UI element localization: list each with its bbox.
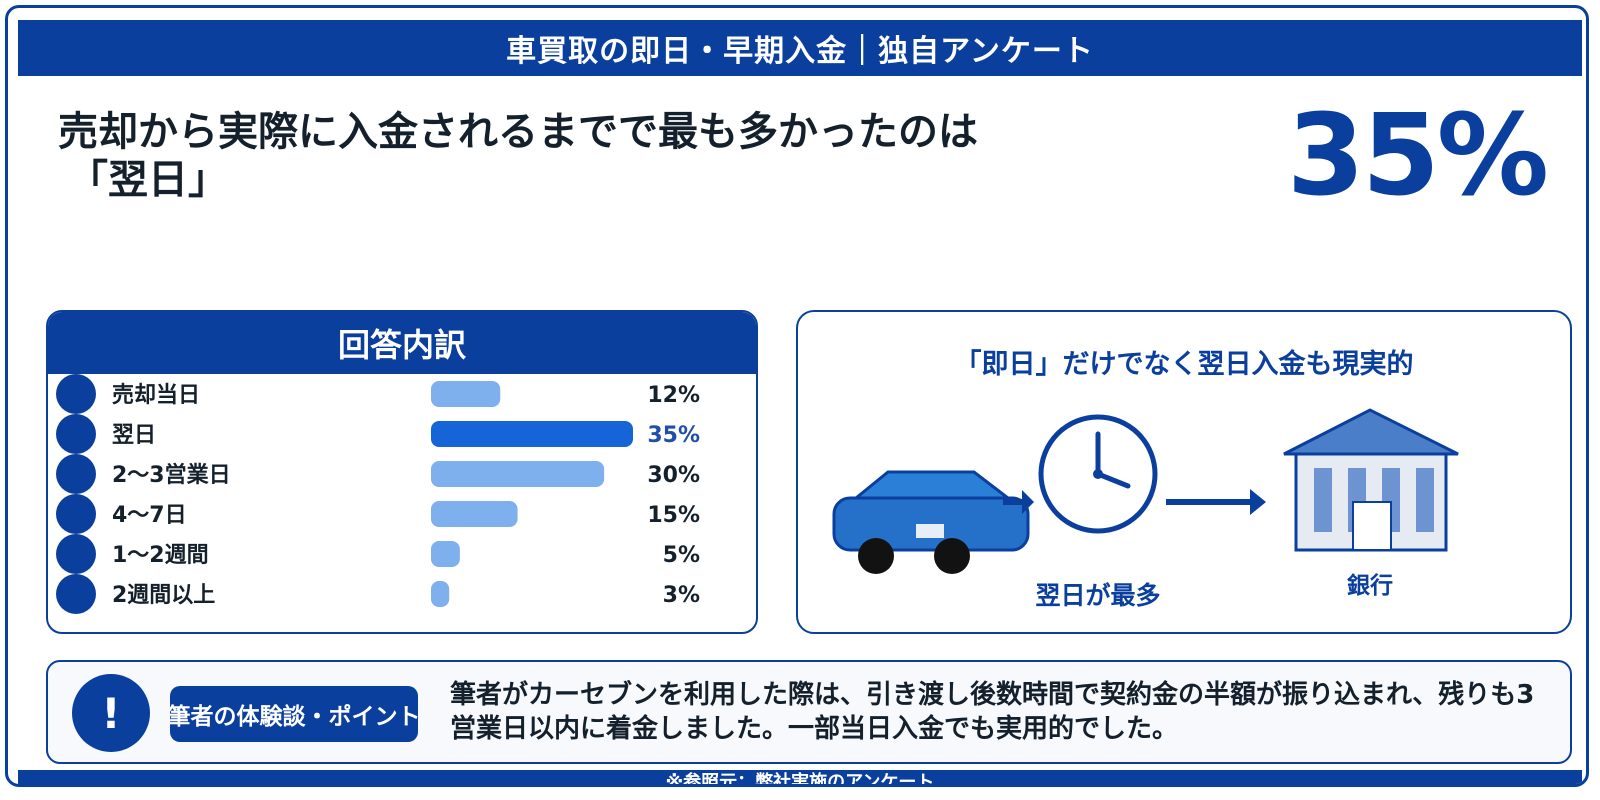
- flow-illustration: [832, 408, 1459, 574]
- value-label: 35%: [647, 423, 700, 448]
- bar: [431, 461, 605, 487]
- category-label: 2〜3営業日: [112, 462, 231, 488]
- breakdown-title: 回答内訳: [48, 312, 756, 374]
- flow-step-label: 翌日が最多: [1035, 581, 1161, 610]
- row-bullet: [56, 454, 96, 494]
- note-text: 筆者がカーセブンを利用した際は、引き渡し後数時間で契約金の半額が振り込まれ、残り…: [450, 680, 1535, 744]
- row-bullet: [56, 374, 96, 414]
- breakdown-panel: 回答内訳 売却当日 12% 翌日 35% 2〜3営業日 30% 4〜7日 15% 1〜2週間 5%…: [46, 310, 758, 634]
- arrow-icon: [1166, 489, 1266, 515]
- headline: 売却から実際に入金されるまでで最も多かったのは 「翌日」: [58, 108, 1238, 204]
- row-bullet: [56, 574, 96, 614]
- note-tag: 筆者の体験談・ポイント: [170, 686, 418, 742]
- infographic-frame: 車買取の即日・早期入金｜独自アンケート 売却から実際に入金されるまでで最も多かっ…: [5, 5, 1589, 787]
- author-note: ! 筆者の体験談・ポイント 筆者がカーセブンを利用した際は、引き渡し後数時間で契…: [46, 660, 1572, 764]
- row-bullet: [56, 414, 96, 454]
- flow-panel: 「即日」だけでなく翌日入金も現実的: [796, 310, 1572, 634]
- category-label: 翌日: [112, 423, 156, 448]
- row-bullet: [56, 534, 96, 574]
- bar: [431, 581, 450, 607]
- headline-line1: 売却から実際に入金されるまでで最も多かったのは: [58, 109, 978, 155]
- category-label: 4〜7日: [112, 503, 187, 528]
- flow-bank-label: 銀行: [1347, 573, 1393, 599]
- car-icon: [832, 470, 1030, 574]
- arrow-icon: [1003, 490, 1034, 514]
- exclamation-icon: !: [72, 674, 150, 752]
- header-title: 車買取の即日・早期入金｜独自アンケート: [18, 20, 1582, 76]
- category-label: 2週間以上: [112, 583, 215, 608]
- bar: [431, 421, 633, 447]
- row-bullet: [56, 494, 96, 534]
- bar: [431, 541, 460, 567]
- headline-line2: 「翌日」: [68, 157, 228, 203]
- bank-icon: [1283, 408, 1459, 552]
- value-label: 5%: [663, 543, 700, 568]
- breakdown-chart: 売却当日 12% 翌日 35% 2〜3営業日 30% 4〜7日 15% 1〜2週間 5% 2週間以上…: [56, 374, 700, 614]
- flow-title: 「即日」だけでなく翌日入金も現実的: [954, 349, 1414, 380]
- category-label: 1〜2週間: [112, 543, 209, 568]
- clock-icon: [1038, 414, 1158, 534]
- source-note: ※参照元：弊社実施のアンケート: [18, 770, 1582, 784]
- value-label: 30%: [647, 463, 700, 488]
- value-label: 12%: [647, 383, 700, 408]
- highlight-value: 35%: [1286, 91, 1549, 221]
- bar: [431, 501, 518, 527]
- value-label: 15%: [647, 503, 700, 528]
- category-label: 売却当日: [112, 382, 200, 408]
- bar: [431, 381, 501, 407]
- value-label: 3%: [663, 583, 700, 608]
